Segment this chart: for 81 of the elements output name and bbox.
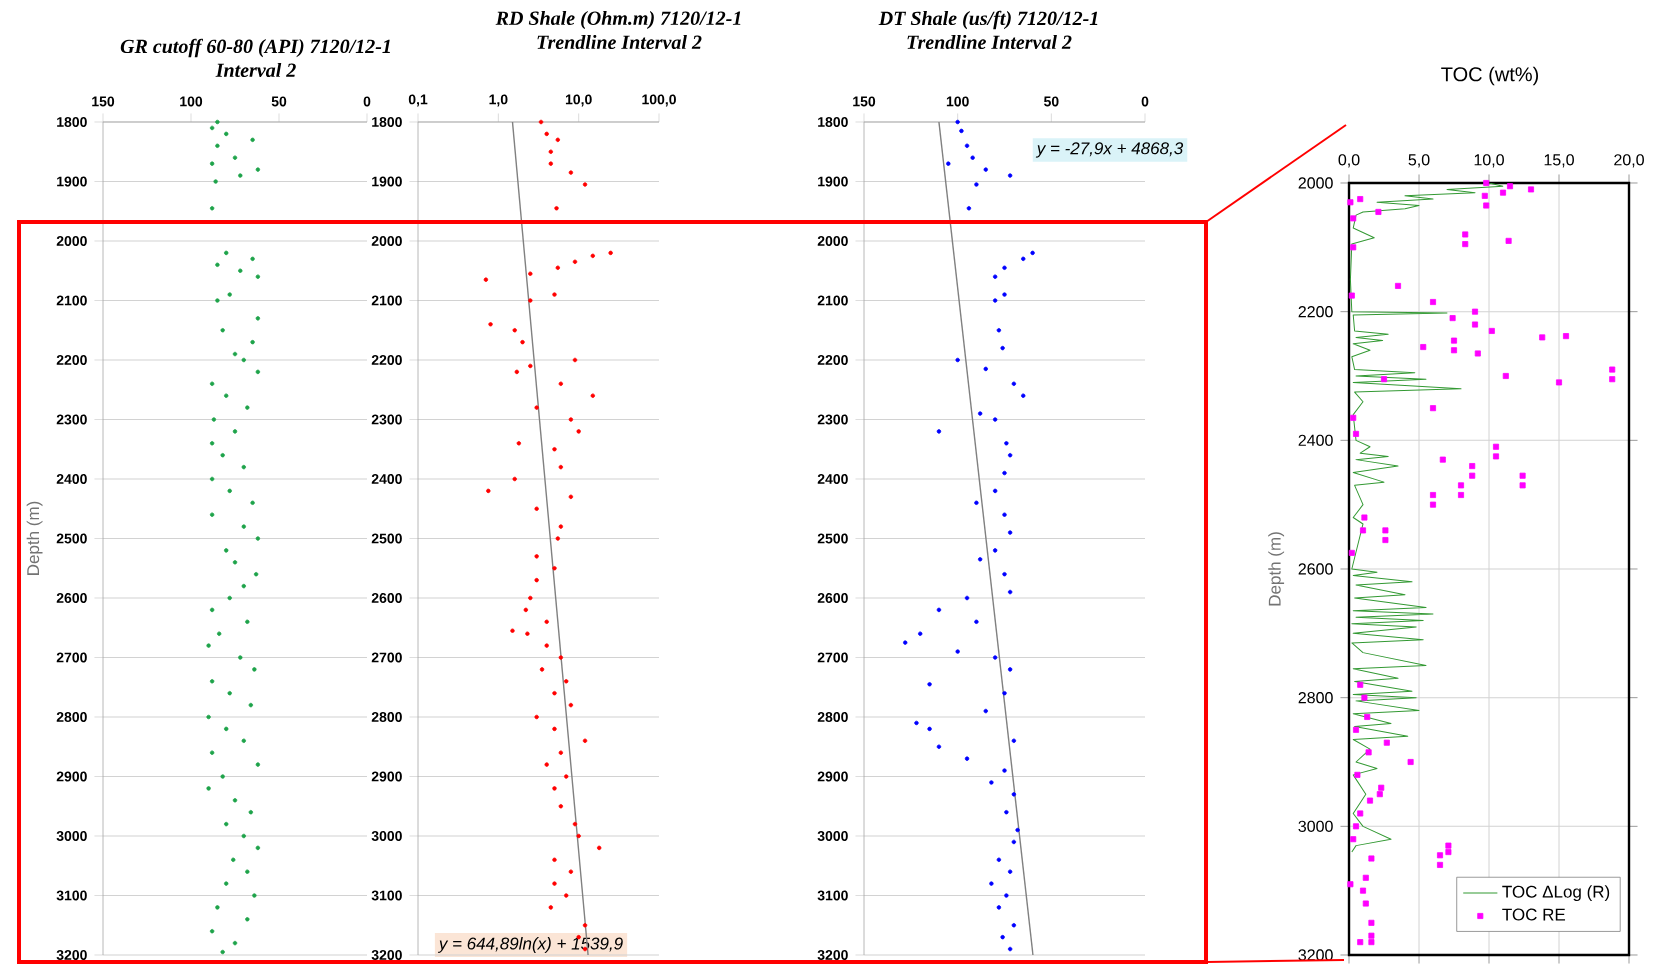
- y-tick-label: 1900: [57, 176, 87, 187]
- y-tick-label: 2800: [1298, 692, 1333, 704]
- x-tick-label: 10,0: [565, 94, 592, 107]
- y-tick-label: 2800: [817, 712, 848, 722]
- chart-title: TOC (wt%): [1441, 66, 1539, 86]
- chart-title: DT Shale (us/ft) 7120/12-1: [878, 10, 1098, 30]
- y-tick-label: 2300: [371, 414, 402, 425]
- x-tick-label: 100: [946, 96, 969, 107]
- y-tick-label: 3100: [817, 890, 848, 901]
- chart-title: GR cutoff 60-80 (API) 7120/12-1: [120, 38, 390, 58]
- y-tick-label: 2100: [56, 295, 87, 306]
- y-axis-title: Depth (m): [26, 501, 43, 575]
- chart-subtitle: Trendline Interval 2: [907, 34, 1072, 50]
- x-tick-label: 0,0: [1338, 154, 1360, 168]
- y-tick-label: 2000: [371, 236, 402, 246]
- y-tick-label: 2400: [817, 474, 848, 484]
- y-tick-label: 2900: [371, 771, 402, 782]
- y-tick-label: 3000: [56, 831, 87, 841]
- chart-subtitle: Interval 2: [215, 62, 296, 78]
- y-tick-label: 2300: [56, 414, 87, 425]
- x-tick-label: 20,0: [1614, 154, 1644, 168]
- y-tick-label: 2000: [817, 236, 848, 246]
- chart-title: RD Shale (Ohm.m) 7120/12-1: [495, 10, 741, 30]
- y-tick-label: 2800: [56, 712, 87, 722]
- y-tick-label: 2600: [817, 593, 848, 603]
- x-tick-label: 0,1: [408, 94, 428, 107]
- annotation: y = -27,9x + 4868,3: [1035, 142, 1184, 158]
- y-tick-label: 1800: [57, 117, 87, 127]
- legend-label: TOC RE: [1502, 908, 1566, 921]
- y-tick-label: 2700: [56, 652, 87, 663]
- y-tick-label: 2200: [1298, 306, 1333, 318]
- y-tick-label: 1800: [372, 117, 402, 127]
- y-tick-label: 3100: [371, 890, 402, 901]
- y-tick-label: 2200: [56, 355, 87, 365]
- y-tick-label: 1900: [372, 176, 402, 187]
- y-tick-label: 2200: [371, 355, 402, 365]
- y-tick-label: 1800: [818, 117, 848, 127]
- x-tick-label: 50: [1043, 96, 1059, 107]
- x-tick-label: 10,0: [1474, 154, 1504, 168]
- y-tick-label: 2900: [817, 771, 848, 782]
- x-tick-label: 1,0: [489, 94, 508, 107]
- y-tick-label: 2600: [1298, 563, 1333, 575]
- x-tick-label: 15,0: [1544, 154, 1574, 168]
- y-tick-label: 2500: [817, 533, 848, 544]
- x-tick-label: 5,0: [1408, 154, 1430, 168]
- legend-label: TOC ΔLog (R): [1502, 885, 1610, 902]
- y-tick-label: 3100: [56, 890, 87, 901]
- y-tick-label: 2400: [56, 474, 87, 484]
- x-tick-label: 0: [363, 96, 371, 107]
- y-tick-label: 3200: [56, 950, 87, 960]
- y-tick-label: 2100: [817, 295, 848, 306]
- y-tick-label: 1900: [818, 176, 848, 187]
- y-tick-label: 2200: [817, 355, 848, 365]
- y-tick-label: 2400: [1298, 434, 1333, 446]
- x-tick-label: 150: [853, 96, 876, 107]
- y-tick-label: 3000: [371, 831, 402, 841]
- y-tick-label: 2500: [56, 533, 87, 544]
- x-tick-label: 100: [180, 96, 203, 107]
- y-tick-label: 2700: [817, 652, 848, 663]
- chart-subtitle: Trendline Interval 2: [537, 34, 702, 50]
- y-tick-label: 2800: [371, 712, 402, 722]
- x-tick-label: 150: [92, 96, 115, 107]
- x-tick-label: 50: [271, 96, 287, 107]
- y-tick-label: 2600: [371, 593, 402, 603]
- y-tick-label: 3000: [817, 831, 848, 841]
- y-tick-label: 3200: [817, 950, 848, 960]
- y-tick-label: 3200: [371, 950, 402, 960]
- annotation: y = 644,89ln(x) + 1539,9: [437, 937, 623, 953]
- y-axis-title: Depth (m): [1268, 532, 1285, 606]
- x-tick-label: 0: [1141, 96, 1149, 107]
- y-tick-label: 2600: [56, 593, 87, 603]
- y-tick-label: 2000: [1298, 177, 1333, 189]
- y-tick-label: 2000: [56, 236, 87, 246]
- y-tick-label: 2300: [817, 414, 848, 425]
- y-tick-label: 3000: [1298, 820, 1333, 832]
- y-tick-label: 2900: [56, 771, 87, 782]
- y-tick-label: 2400: [371, 474, 402, 484]
- x-tick-label: 100,0: [642, 94, 676, 107]
- y-tick-label: 2500: [371, 533, 402, 544]
- y-tick-label: 2700: [371, 652, 402, 663]
- y-tick-label: 2100: [371, 295, 402, 306]
